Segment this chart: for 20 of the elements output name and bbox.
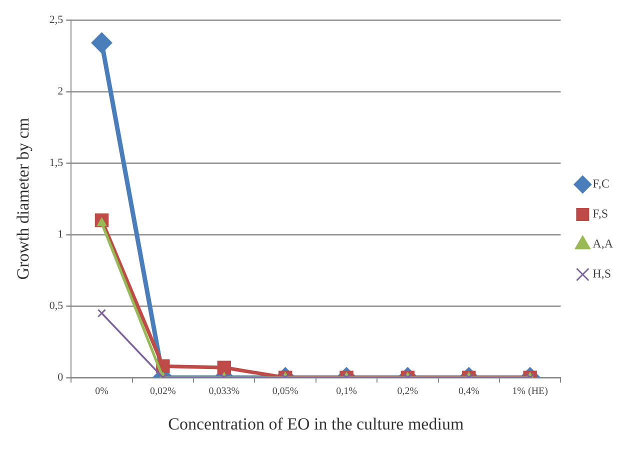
legend-label: H,S	[592, 266, 612, 281]
x-tick-label: 0,1%	[336, 386, 357, 398]
y-axis-title: Growth diameter by cm	[14, 118, 33, 280]
y-tick-label: 2	[58, 85, 64, 98]
x-tick-label: 1% (HE)	[512, 386, 548, 398]
x-tick-label: 0,033%	[208, 386, 240, 398]
y-tick-label: 0,5	[49, 300, 64, 312]
legend-label: F,C	[592, 176, 610, 191]
x-tick-label: 0,05%	[272, 386, 298, 398]
legend-label: F,S	[592, 206, 608, 221]
legend-label: A,A	[592, 236, 614, 251]
y-tick-label: 1	[58, 228, 64, 240]
x-axis-title: Concentration of EO in the culture medium	[168, 414, 464, 434]
y-tick-label: 2,5	[49, 14, 64, 26]
x-tick-label: 0,4%	[458, 386, 480, 398]
x-tick-label: 0,02%	[150, 386, 176, 398]
y-tick-label: 1,5	[49, 156, 64, 169]
y-tick-label: 0	[58, 371, 64, 384]
x-tick-label: 0,2%	[397, 386, 418, 398]
x-tick-label: 0%	[95, 386, 108, 398]
